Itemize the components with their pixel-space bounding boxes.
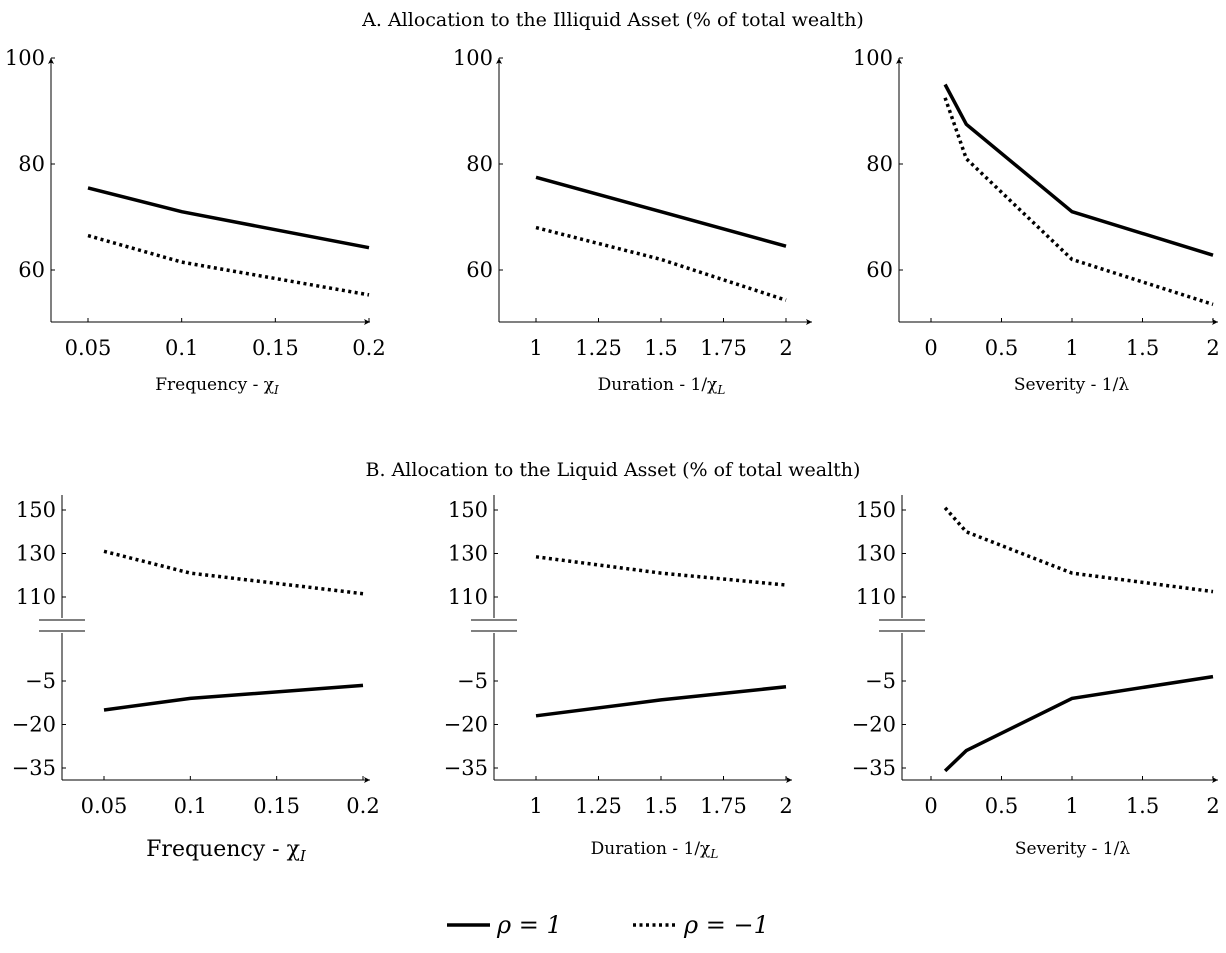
x-tick-label: 0 xyxy=(924,794,937,818)
y-tick-label: 100 xyxy=(5,46,45,70)
x-tick-label: 0.05 xyxy=(81,794,128,818)
y-tick-label: 130 xyxy=(856,542,896,566)
subplot-2: 60 80 100 1 1.25 1.5 1.75 2 Duration - 1/χL xyxy=(453,46,812,397)
y-tick-label: 60 xyxy=(866,258,893,282)
subplot-6: 150 130 110 −5 −20 −35 0 0.5 1 1.5 2 Severity - 1/λ xyxy=(852,495,1220,859)
x-axis-label: Duration - 1/χL xyxy=(598,375,726,397)
y-tick-label: −20 xyxy=(444,713,488,737)
x-tick-label: 1.25 xyxy=(575,336,622,360)
series-line-rho-1 xyxy=(87,186,370,250)
x-axis-label: Frequency - χI xyxy=(155,375,279,397)
x-tick-label: 1.75 xyxy=(700,336,747,360)
series-line-rho-minus-1 xyxy=(943,97,1214,307)
subplot-3: 60 80 100 0 0.5 1 1.5 2 Severity - 1/λ xyxy=(853,46,1220,395)
y-axis-arrow xyxy=(496,58,502,64)
x-axis-label: Severity - 1/λ xyxy=(1014,375,1129,395)
x-axis-label: Severity - 1/λ xyxy=(1015,839,1130,859)
y-tick-label: 80 xyxy=(466,152,493,176)
series-line-rho-minus-1 xyxy=(103,549,364,596)
y-tick-label: 100 xyxy=(853,46,893,70)
x-axis-label: Duration - 1/χL xyxy=(591,839,719,861)
y-tick-label: 130 xyxy=(16,542,56,566)
y-tick-label: 100 xyxy=(453,46,493,70)
subplot-1: 60 80 100 0.05 0.1 0.15 0.2 Frequency - χI xyxy=(5,46,386,397)
x-axis-arrow xyxy=(806,319,812,325)
subplot-5: 150 130 110 −5 −20 −35 1 1.25 1.5 1.75 2 Duration -… xyxy=(444,495,793,861)
x-tick-label: 1.5 xyxy=(644,336,677,360)
panel-a-title: A. Allocation to the Illiquid Asset (% o… xyxy=(361,9,864,31)
x-tick-label: 0.05 xyxy=(65,336,112,360)
y-tick-label: 110 xyxy=(856,585,896,609)
series-line-rho-1 xyxy=(943,674,1214,773)
x-tick-label: 1 xyxy=(529,336,542,360)
y-tick-label: 60 xyxy=(18,258,45,282)
x-tick-label: 0.2 xyxy=(346,794,379,818)
x-tick-label: 2 xyxy=(1206,336,1219,360)
x-tick-label: 1.25 xyxy=(575,794,622,818)
y-tick-label: 80 xyxy=(866,152,893,176)
y-tick-label: 80 xyxy=(18,152,45,176)
y-tick-label: 130 xyxy=(448,542,488,566)
x-tick-label: 1 xyxy=(529,794,542,818)
x-tick-label: 1.75 xyxy=(700,794,747,818)
x-tick-label: 1.5 xyxy=(644,794,677,818)
y-tick-label: −20 xyxy=(852,713,896,737)
series-line-rho-1 xyxy=(103,683,364,712)
x-tick-label: 2 xyxy=(1206,794,1219,818)
panel-b-title: B. Allocation to the Liquid Asset (% of … xyxy=(366,459,861,481)
y-tick-label: −5 xyxy=(457,669,488,693)
subplot-4: 150 130 110 −5 −20 −35 0.05 0.1 0.15 0.2 Frequency… xyxy=(12,495,380,865)
x-tick-label: 1.5 xyxy=(1126,336,1159,360)
y-axis-arrow xyxy=(896,58,902,64)
series-line-rho-minus-1 xyxy=(87,233,370,297)
x-tick-label: 0 xyxy=(924,336,937,360)
y-tick-label: −35 xyxy=(12,756,56,780)
series-line-rho-minus-1 xyxy=(535,225,787,302)
y-tick-label: −5 xyxy=(25,669,56,693)
y-tick-label: 110 xyxy=(448,585,488,609)
x-tick-label: 2 xyxy=(779,794,792,818)
x-tick-label: 2 xyxy=(779,336,792,360)
legend-solid-label: ρ = 1 xyxy=(496,911,562,939)
x-tick-label: 0.1 xyxy=(174,794,207,818)
y-tick-label: −35 xyxy=(444,756,488,780)
y-tick-label: −35 xyxy=(852,756,896,780)
legend-dotted-label: ρ = −1 xyxy=(683,911,769,939)
x-axis-arrow xyxy=(364,777,370,783)
x-axis-arrow xyxy=(364,319,370,325)
series-line-rho-minus-1 xyxy=(535,555,787,587)
x-tick-label: 1.5 xyxy=(1126,794,1159,818)
x-axis-label: Frequency - χI xyxy=(146,837,307,865)
x-axis-arrow xyxy=(786,777,792,783)
y-tick-label: 150 xyxy=(448,498,488,522)
x-tick-label: 0.5 xyxy=(985,336,1018,360)
series-line-rho-1 xyxy=(535,175,787,248)
legend: ρ = 1 ρ = −1 xyxy=(447,911,769,939)
series-line-rho-1 xyxy=(943,83,1214,257)
x-tick-label: 0.15 xyxy=(253,794,300,818)
x-tick-label: 0.1 xyxy=(165,336,198,360)
series-line-rho-minus-1 xyxy=(943,506,1214,594)
x-tick-label: 0.2 xyxy=(352,336,385,360)
y-tick-label: 60 xyxy=(466,258,493,282)
y-tick-label: 110 xyxy=(16,585,56,609)
x-tick-label: 0.5 xyxy=(985,794,1018,818)
x-tick-label: 1 xyxy=(1065,794,1078,818)
y-tick-label: 150 xyxy=(16,498,56,522)
y-tick-label: −20 xyxy=(12,713,56,737)
y-tick-label: 150 xyxy=(856,498,896,522)
x-tick-label: 1 xyxy=(1065,336,1078,360)
y-tick-label: −5 xyxy=(865,669,896,693)
y-axis-arrow xyxy=(48,58,54,64)
series-line-rho-1 xyxy=(535,685,787,718)
x-tick-label: 0.15 xyxy=(252,336,299,360)
